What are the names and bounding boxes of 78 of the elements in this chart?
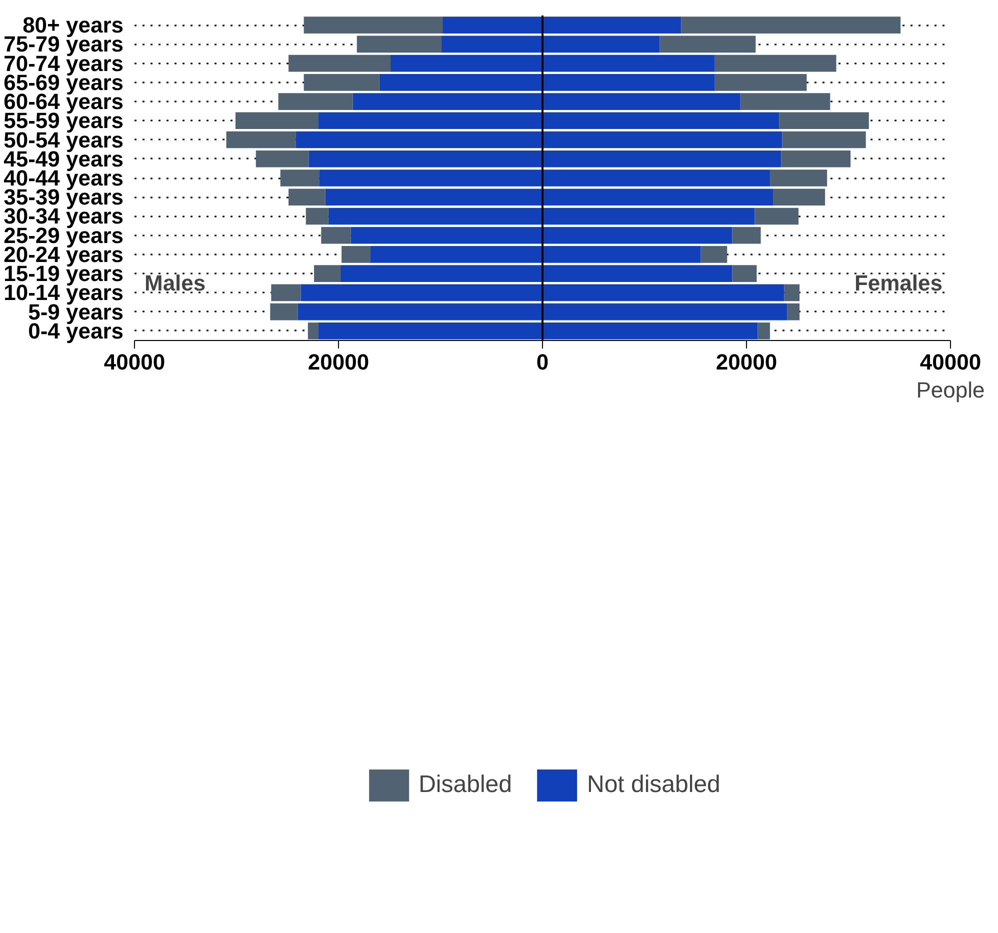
bar: [226, 131, 296, 148]
bar: [542, 93, 740, 110]
legend-label: Disabled: [418, 771, 512, 799]
bar: [256, 150, 309, 168]
x-tick-label: 20000: [716, 350, 778, 374]
bar: [542, 131, 782, 148]
bar: [770, 170, 828, 186]
bar: [340, 265, 542, 282]
bar: [278, 93, 353, 110]
bar: [758, 322, 770, 340]
bar: [542, 303, 788, 320]
bar: [235, 112, 318, 130]
bar: [442, 36, 542, 53]
bar: [542, 284, 784, 302]
bar: [321, 226, 351, 244]
bar: [681, 16, 901, 34]
bar: [542, 36, 660, 53]
x-tick-label: 40000: [104, 350, 166, 374]
bar: [542, 188, 774, 206]
bar: [714, 74, 807, 91]
bar: [787, 303, 800, 320]
bar: [542, 112, 780, 130]
bar: [296, 131, 542, 148]
bar: [350, 226, 542, 244]
bar: [304, 16, 443, 34]
bar: [298, 303, 542, 320]
bar: [304, 74, 380, 91]
bar: [288, 188, 326, 206]
bar: [308, 150, 542, 168]
bar: [781, 150, 851, 168]
bar: [370, 246, 542, 263]
bar: [342, 246, 370, 263]
bar: [308, 322, 318, 340]
bar: [542, 170, 770, 186]
x-tick-label: 0: [536, 350, 549, 374]
bar: [288, 54, 391, 72]
x-tick-label: 40000: [920, 350, 982, 374]
bar: [773, 188, 826, 206]
bar: [318, 112, 542, 130]
bar: [714, 54, 836, 72]
bar: [390, 54, 542, 72]
bar: [542, 54, 715, 72]
bar: [542, 226, 732, 244]
bar: [379, 74, 542, 91]
bar: [300, 284, 542, 302]
bar: [542, 265, 732, 282]
bar: [314, 265, 341, 282]
bar: [319, 170, 542, 186]
bar: [660, 36, 756, 53]
bar: [328, 208, 542, 225]
bar: [442, 16, 542, 34]
bar: [271, 284, 301, 302]
bar: [784, 284, 800, 302]
bar: [732, 226, 761, 244]
annotation: Females: [854, 270, 943, 296]
legend-label: Not disabled: [586, 771, 720, 799]
bar: [740, 93, 830, 110]
bar: [542, 16, 682, 34]
bar: [700, 246, 728, 263]
bar: [325, 188, 542, 206]
bar: [542, 322, 758, 340]
bar: [280, 170, 320, 186]
bar: [542, 208, 755, 225]
x-tick-label: 20000: [308, 350, 370, 374]
bar: [779, 112, 869, 130]
bar: [782, 131, 866, 148]
bar: [318, 322, 542, 340]
bar: [542, 74, 715, 91]
bar: [306, 208, 328, 225]
bar: [352, 93, 542, 110]
bar: [754, 208, 799, 225]
x-axis-title: People: [916, 378, 985, 402]
bar: [356, 36, 442, 53]
annotation: Males: [144, 270, 206, 296]
bar: [542, 246, 701, 263]
bar: [732, 265, 757, 282]
bar: [270, 303, 298, 320]
bar: [542, 150, 782, 168]
